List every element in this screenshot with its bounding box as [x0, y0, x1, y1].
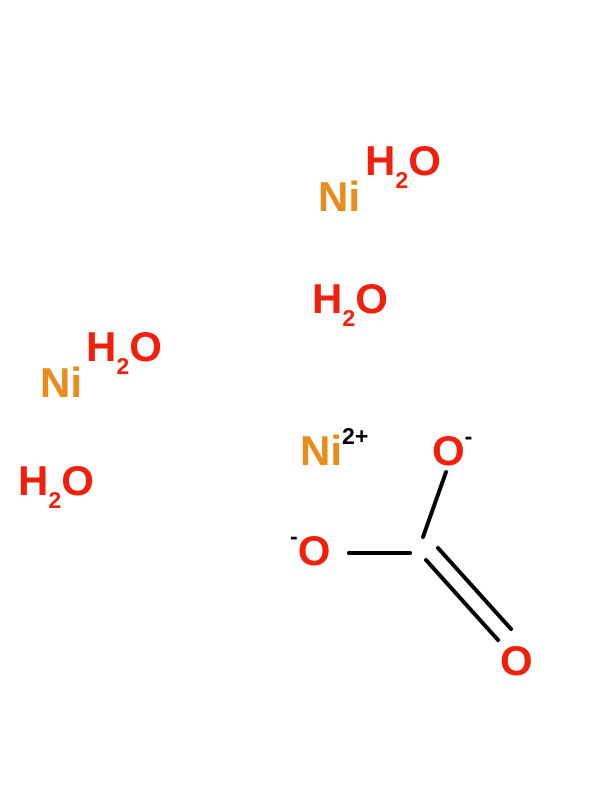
label-o-minus-left: -O — [290, 530, 330, 572]
label-h2o-top-left: H2O — [86, 326, 162, 374]
label-h2o-bottom-left: H2O — [18, 460, 94, 508]
label-o-minus-top: O- — [432, 430, 472, 472]
label-ni-top-left: Ni — [40, 362, 82, 404]
label-ni-2plus: Ni2+ — [300, 430, 368, 472]
label-h2o-mid-right: H2O — [312, 278, 388, 326]
label-ni-top-right: Ni — [318, 176, 360, 218]
label-h2o-top-right: H2O — [365, 140, 441, 188]
label-o-double: O — [500, 640, 533, 682]
chemical-diagram: H2O Ni H2O H2O Ni H2O Ni2+ O- -O O — [0, 0, 600, 800]
